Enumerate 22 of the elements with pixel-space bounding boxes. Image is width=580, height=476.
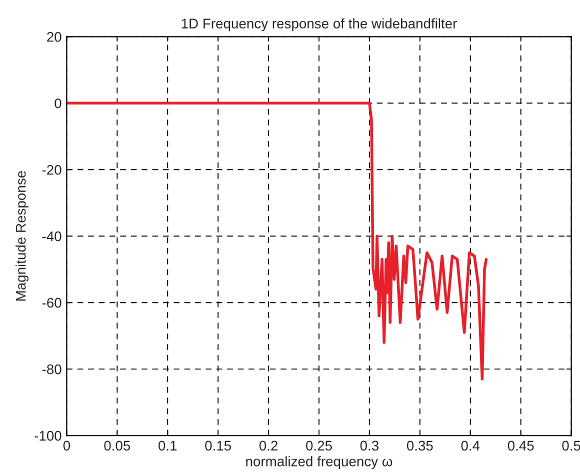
x-tick-label: 0 bbox=[63, 440, 70, 451]
x-tick-label: 0.5 bbox=[562, 440, 580, 451]
x-tick-label: 0.1 bbox=[158, 440, 177, 451]
line-series bbox=[66, 102, 488, 380]
y-tick-label: -20 bbox=[42, 164, 62, 175]
x-tick-label: 0.4 bbox=[461, 440, 480, 451]
y-tick-label: -40 bbox=[42, 231, 62, 242]
x-tick-label: 0.15 bbox=[205, 440, 232, 451]
y-tick-label: 0 bbox=[54, 98, 62, 108]
chart-title: 1D Frequency response of the widebandfilter bbox=[182, 18, 457, 32]
x-tick-label: 0.25 bbox=[306, 440, 332, 451]
y-tick-label: 20 bbox=[47, 32, 62, 42]
y-axis-title: Magnitude Response bbox=[16, 171, 28, 301]
x-axis-title: normalized frequency ω bbox=[246, 456, 392, 470]
y-tick-label: -100 bbox=[34, 430, 62, 441]
x-tick-label: 0.2 bbox=[259, 440, 278, 451]
x-tick-label: 0.05 bbox=[104, 440, 130, 451]
y-tick-label: -80 bbox=[42, 364, 62, 374]
x-tick-label: 0.35 bbox=[406, 440, 433, 451]
y-tick-label: -60 bbox=[42, 298, 62, 308]
x-tick-label: 0.45 bbox=[508, 440, 534, 451]
x-tick-label: 0.3 bbox=[360, 440, 379, 451]
